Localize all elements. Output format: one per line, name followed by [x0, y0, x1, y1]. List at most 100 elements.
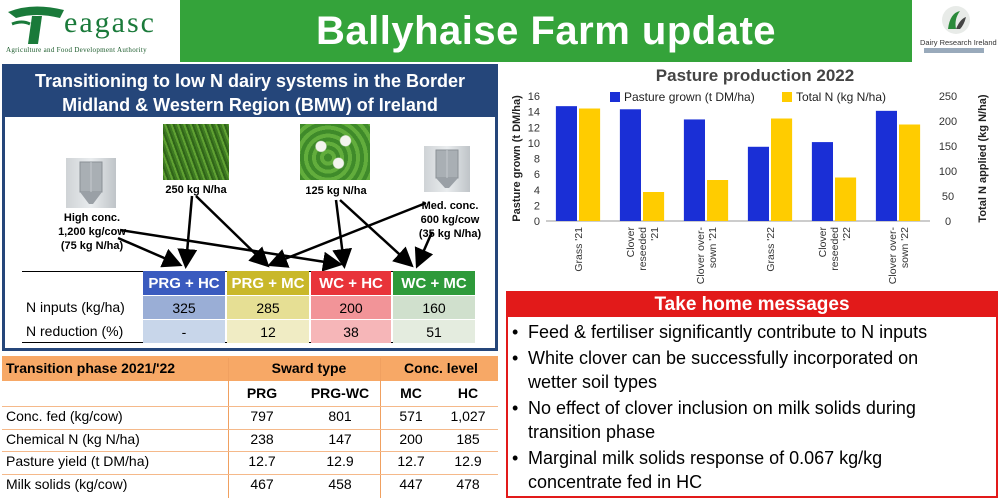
n-table-cell: 38	[311, 320, 391, 343]
y2-tick-label: 200	[939, 116, 957, 128]
n-table-header-1: PRG + MC	[227, 271, 309, 295]
med-conc-line1: Med. conc.	[421, 200, 479, 212]
transition-cell: 1,027	[450, 408, 486, 424]
n-table-cell: -	[143, 320, 225, 343]
partner-logo-underline	[924, 48, 984, 53]
left-title-line1: Transitioning to low N dairy systems in …	[34, 71, 466, 91]
high-conc-line2: 1,200 kg/cow	[58, 226, 126, 238]
transition-cell: 12.7	[248, 453, 276, 469]
y-tick-label: 10	[528, 138, 540, 150]
n-table-cell: 200	[311, 296, 391, 319]
bullet: •	[512, 398, 519, 418]
wc-n-label: 125 kg N/ha	[305, 185, 367, 197]
n-table-cell: 160	[393, 296, 475, 319]
y2-tick-label: 0	[945, 216, 951, 228]
take-home-item: • Feed & fertiliser significantly contrib…	[512, 320, 994, 344]
med-conc-line2: 600 kg/cow	[420, 214, 480, 226]
dairy-research-ireland-logo: Dairy Research Ireland	[914, 0, 1000, 62]
silo-icon	[79, 161, 103, 204]
n-table-cell: 51	[393, 320, 475, 343]
y-tick-label: 0	[534, 216, 540, 228]
legend-label: Pasture grown (t DM/ha)	[624, 90, 755, 104]
n-table-header-0: PRG + HC	[143, 271, 225, 295]
y-tick-label: 4	[534, 185, 540, 197]
legend-swatch	[610, 92, 620, 102]
arrow-hc-to-prg-hc	[117, 236, 183, 268]
teagasc-emblem-icon	[8, 6, 64, 44]
bar-total-n	[771, 118, 793, 221]
y2-tick-label: 100	[939, 166, 957, 178]
transition-row-rule	[2, 406, 498, 407]
table-vsep-2	[380, 358, 381, 498]
table-vsep-1	[228, 358, 229, 498]
take-home-line: White clover can be successfully incorpo…	[528, 348, 919, 368]
grass-sward-photo	[163, 124, 229, 180]
n-table-row-rule	[22, 319, 474, 320]
transition-row-label: Chemical N (kg N/ha)	[6, 430, 140, 447]
bar-total-n	[835, 177, 857, 221]
teagasc-logo: eagasc Agriculture and Food Development …	[0, 0, 178, 62]
x-tick-label: Clover over-sown '22	[887, 227, 911, 285]
pasture-production-chart: 0 2 4 6 8 10 12 14 16 0 50 100 150 200 250 Pasture grow…	[511, 90, 989, 285]
y-tick-label: 6	[534, 169, 540, 181]
transition-row-rule	[2, 473, 498, 475]
bar-total-n	[643, 192, 665, 221]
transition-cell: 478	[456, 475, 480, 492]
clover-sward-photo	[300, 124, 370, 180]
take-home-box	[506, 291, 998, 498]
page-title: Ballyhaise Farm update	[315, 8, 777, 53]
legend-swatch	[782, 92, 792, 102]
transition-row-rule	[2, 428, 498, 430]
take-home-item: • White clover can be successfully incorp…	[512, 346, 994, 394]
logo-subtitle: Agriculture and Food Development Authori…	[6, 46, 147, 54]
med-conc-label: Med. conc. 600 kg/cow (35 kg N/ha)	[404, 199, 496, 241]
bar-pasture-grown	[683, 119, 705, 221]
bar-total-n	[707, 180, 729, 221]
y2-axis-label: Total N applied (kg N/ha)	[977, 94, 989, 222]
transition-cell: 147	[328, 430, 352, 447]
silo-icon	[435, 149, 459, 188]
bar-pasture-grown	[619, 109, 641, 221]
arrow-hc-to-wc-hc	[119, 228, 343, 272]
transition-table-title: Transition phase 2021/'22	[6, 360, 176, 376]
transition-cell: 447	[399, 475, 423, 492]
y2-tick-label: 50	[942, 191, 954, 203]
n-table-row-label: N reduction (%)	[26, 323, 124, 339]
transition-row-label: Conc. fed (kg/cow)	[6, 408, 123, 424]
title-bar: Ballyhaise Farm update	[180, 0, 912, 62]
bullet: •	[512, 348, 519, 368]
logo-word: eagasc	[64, 6, 156, 39]
transition-row-label: Pasture yield (t DM/ha)	[6, 453, 150, 469]
take-home-item: • Marginal milk solids response of 0.067 …	[512, 446, 994, 494]
transition-cell: 12.7	[397, 453, 425, 469]
take-home-title: Take home messages	[508, 293, 996, 317]
high-conc-line1: High conc.	[63, 212, 121, 224]
bullet: •	[512, 448, 519, 468]
n-table-cell: 325	[143, 296, 225, 319]
transition-table-header-bg	[2, 356, 498, 381]
y-tick-label: 2	[534, 200, 540, 212]
bar-total-n	[899, 124, 921, 221]
high-conc-label: High conc. 1,200 kg/cow (75 kg N/ha)	[42, 211, 142, 253]
arrow-prg-to-prg-mc	[195, 195, 270, 268]
take-home-line: Feed & fertiliser significantly contribu…	[528, 322, 928, 342]
arrow-prg-to-prg-hc	[177, 195, 198, 269]
chart-title: Pasture production 2022	[655, 66, 855, 85]
left-title-line2: Midland & Western Region (BMW) of Irelan…	[62, 95, 438, 115]
feed-silo-photo-left	[66, 158, 116, 208]
x-tick-label: Grass '22	[765, 227, 777, 272]
med-conc-line3: (35 kg N/ha)	[418, 228, 482, 240]
arrow-mc-to-wc-mc	[414, 231, 434, 269]
y-axis-label: Pasture grown (t DM/ha)	[511, 95, 523, 222]
y2-tick-label: 150	[939, 141, 957, 153]
x-tick-label: Clover over-sown '21	[695, 227, 719, 285]
take-home-line: No effect of clover inclusion on milk so…	[528, 398, 916, 418]
transition-cell: 12.9	[454, 453, 482, 469]
system-arrows	[117, 195, 434, 272]
bar-pasture-grown	[555, 106, 577, 221]
n-table-row-label: N inputs (kg/ha)	[26, 299, 125, 315]
x-tick-label: Cloverreseeded'21	[625, 226, 661, 270]
transition-row-label: Milk solids (kg/cow)	[6, 475, 128, 492]
y-tick-label: 12	[528, 122, 540, 134]
bar-pasture-grown	[875, 110, 897, 221]
